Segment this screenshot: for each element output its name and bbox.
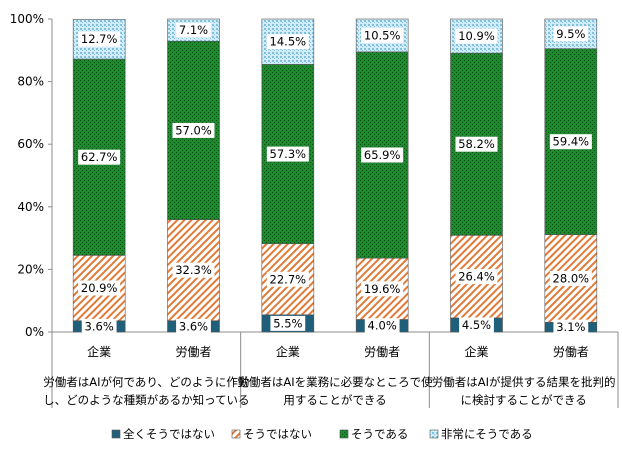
legend-swatch (231, 429, 241, 439)
data-label: 9.5% (556, 27, 585, 41)
data-label-box (176, 318, 211, 334)
data-label-box (266, 146, 309, 162)
data-label: 14.5% (270, 35, 307, 49)
data-label-box (78, 149, 121, 165)
data-label: 65.9% (364, 148, 401, 162)
data-label-box (270, 315, 306, 331)
data-label: 7.1% (179, 23, 208, 37)
group-label: 労働者はAIが何であり、どのように作動 (43, 375, 249, 389)
data-label-box (553, 319, 589, 335)
x-category-label: 企業 (464, 344, 488, 359)
legend-label: そうである (351, 427, 408, 441)
data-label: 20.9% (81, 281, 118, 295)
x-category-label: 労働者 (553, 345, 589, 359)
data-label-box (459, 317, 494, 333)
group-label: 労働者はAIを業務に必要なところで使 (237, 375, 433, 389)
y-tick-label: 60% (17, 137, 44, 151)
y-tick-label: 20% (17, 262, 44, 276)
x-category-label: 労働者 (175, 345, 211, 359)
data-label-box (455, 28, 498, 44)
data-label: 57.3% (270, 147, 307, 161)
data-label-box (361, 27, 404, 43)
data-label: 62.7% (81, 150, 118, 164)
data-label: 58.2% (458, 137, 495, 151)
y-tick-label: 0% (25, 325, 44, 339)
data-label: 5.5% (273, 316, 302, 330)
data-label: 3.6% (179, 319, 208, 333)
data-label-box (78, 280, 121, 296)
data-label-box (172, 262, 215, 278)
y-tick-label: 100% (10, 12, 44, 26)
data-label-box (81, 318, 117, 334)
data-label: 57.0% (175, 123, 212, 137)
legend-label: 全くそうではない (123, 427, 215, 441)
y-tick-label: 40% (17, 200, 44, 214)
group-label: 用することができる (283, 393, 386, 407)
legend-label: 非常にそうである (441, 427, 533, 441)
legend-swatch (339, 429, 349, 439)
data-label: 10.5% (364, 28, 401, 42)
data-label-box (364, 318, 400, 334)
data-label: 3.1% (556, 320, 585, 334)
group-label: し、どのような種類があるか知っている (43, 393, 249, 407)
group-label: 労働者はAIが提供する結果を批判的 (432, 375, 616, 389)
legend-label: そうではない (243, 427, 312, 441)
legend-swatch (111, 429, 121, 439)
data-label: 59.4% (553, 135, 590, 149)
data-label: 3.6% (85, 319, 114, 333)
legend-swatch (429, 429, 439, 439)
data-label: 19.6% (364, 282, 401, 296)
data-label-box (553, 26, 589, 42)
data-label-box (266, 34, 309, 50)
x-category-label: 企業 (276, 344, 300, 359)
data-label-box (78, 31, 121, 47)
data-label-box (455, 269, 498, 285)
x-category-label: 労働者 (364, 345, 400, 359)
data-label: 22.7% (270, 272, 307, 286)
data-label-box (549, 270, 592, 286)
data-label: 26.4% (458, 270, 495, 284)
group-label: に検討することができる (461, 393, 587, 407)
data-label-box (361, 147, 404, 163)
data-label: 12.7% (81, 32, 118, 46)
data-label-box (176, 22, 211, 38)
y-tick-label: 80% (17, 75, 44, 89)
x-category-label: 企業 (87, 344, 111, 359)
data-label-box (172, 122, 215, 138)
data-label: 4.5% (462, 318, 491, 332)
data-label-box (266, 271, 309, 287)
data-label-box (361, 281, 404, 297)
data-label-box (549, 134, 592, 150)
data-label: 28.0% (553, 271, 590, 285)
data-label: 32.3% (175, 263, 212, 277)
data-label: 10.9% (458, 29, 495, 43)
data-label: 4.0% (368, 319, 397, 333)
data-label-box (455, 136, 498, 152)
